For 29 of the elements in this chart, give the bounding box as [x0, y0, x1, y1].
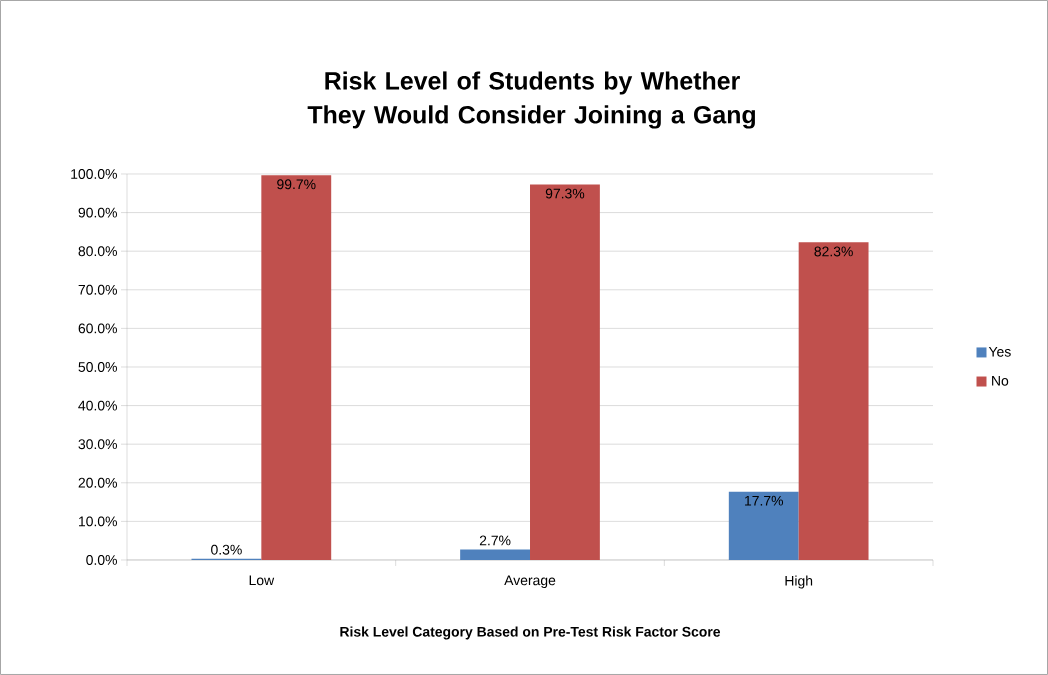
legend-label: No — [992, 375, 1009, 386]
y-tick-label: 80.0% — [78, 246, 117, 257]
data-label: 97.3% — [545, 188, 585, 199]
x-tick-label: High — [785, 575, 813, 589]
bar — [460, 549, 531, 560]
bar — [530, 184, 600, 560]
y-tick-label: 30.0% — [78, 439, 117, 450]
y-tick-label: 40.0% — [78, 400, 117, 411]
data-label: 0.3% — [211, 544, 242, 555]
x-tick-label: Low — [249, 575, 275, 586]
chart-title: Risk Level of Students by Whether They Would Consider Joining a Gang — [307, 71, 755, 129]
x-tick-label: Average — [504, 575, 556, 588]
y-tick-label: 90.0% — [78, 207, 117, 218]
data-label: 82.3% — [814, 246, 853, 257]
y-tick-label: 100.0% — [71, 169, 117, 179]
bar — [728, 491, 799, 560]
data-label: 2.7% — [479, 535, 511, 546]
data-label: 99.7% — [277, 179, 316, 190]
data-label: 17.7% — [745, 495, 784, 506]
legend-label: Yes — [988, 346, 1011, 357]
y-tick-label: 0.0% — [86, 555, 117, 565]
y-tick-label: 20.0% — [78, 477, 117, 488]
y-tick-label: 10.0% — [79, 516, 117, 527]
bar — [261, 175, 332, 560]
y-tick-label: 60.0% — [78, 323, 117, 334]
y-tick-label: 50.0% — [78, 362, 117, 372]
y-tick-label: 70.0% — [78, 284, 117, 295]
bar — [798, 242, 869, 560]
x-axis-title: Risk Level Category Based on Pre-Test Risk Factor Score — [340, 626, 721, 640]
